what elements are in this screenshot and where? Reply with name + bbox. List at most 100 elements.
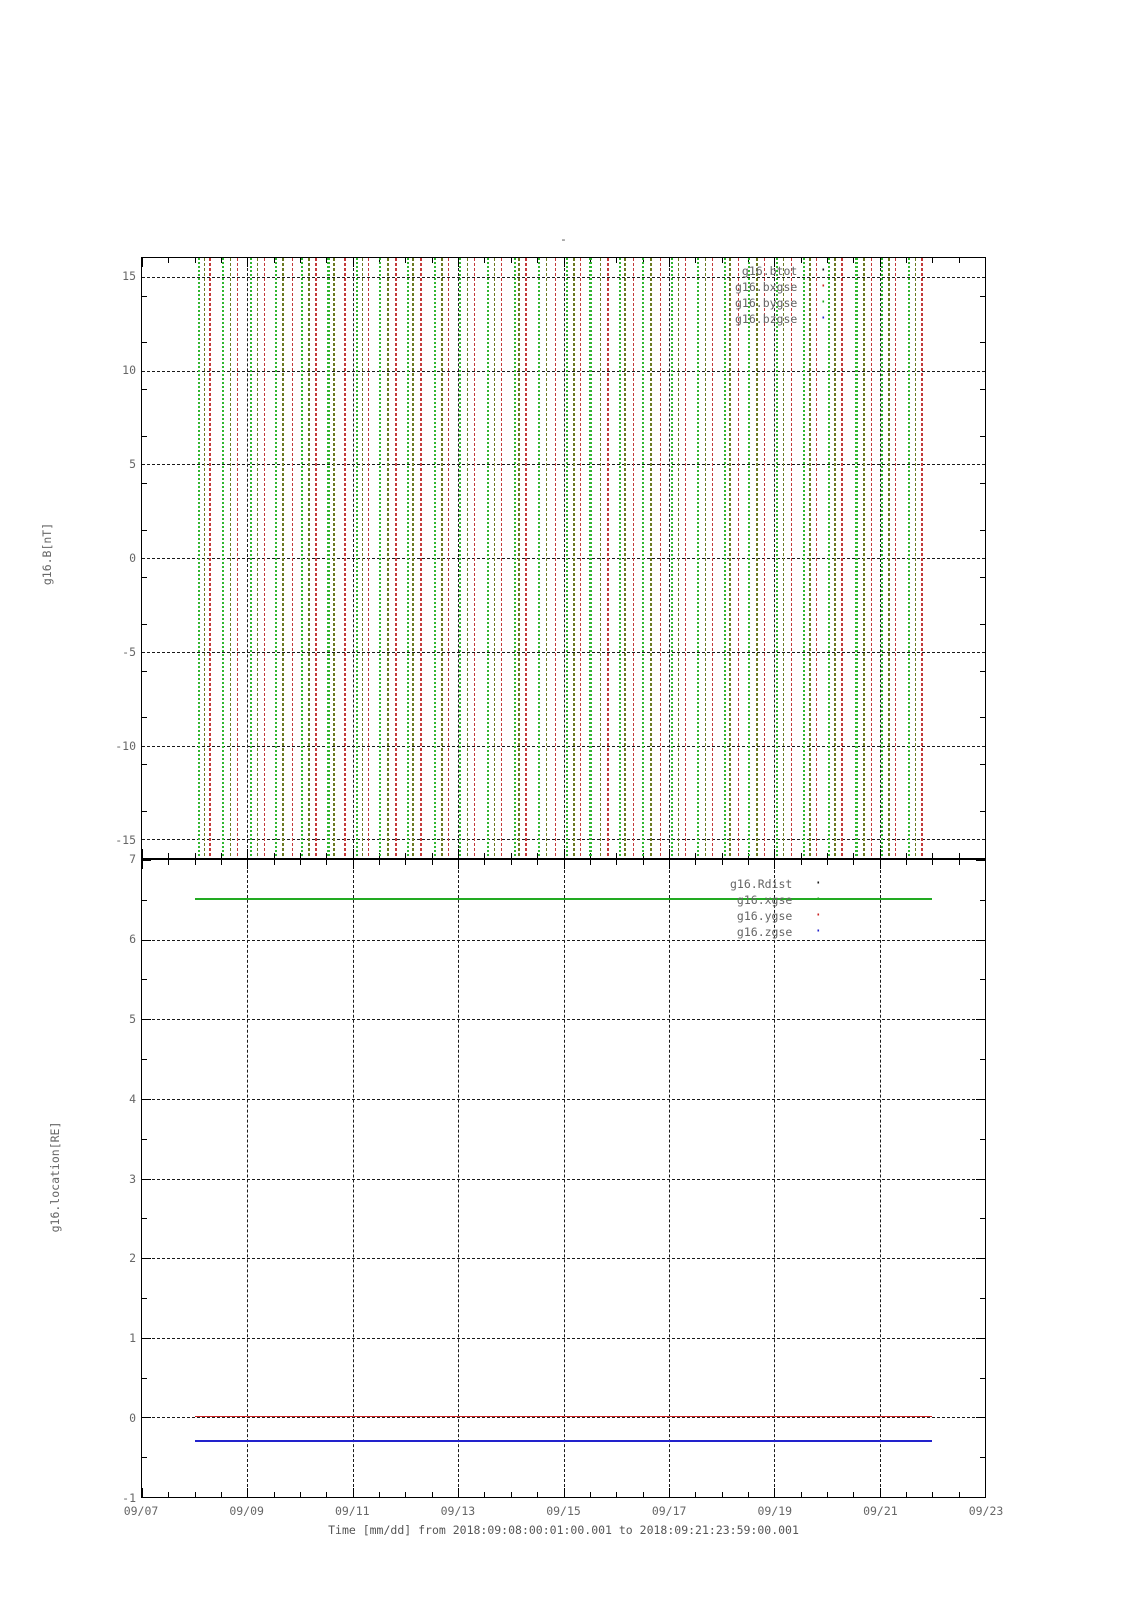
x-tick-label: 09/13: [440, 1504, 476, 1518]
y-tick-left: [142, 1377, 147, 1379]
y-tick-left: [142, 764, 147, 766]
y-tick-right: [980, 342, 985, 344]
location-plot-area: [142, 860, 985, 1497]
y-tick-left: [142, 389, 147, 391]
x-tick-bottom: [985, 1488, 986, 1497]
location-y-tick-labels: 7 6 5 4 3 2 1 0 -1: [100, 852, 136, 1505]
x-tick-top: [510, 860, 512, 865]
y-tick-label: 6: [129, 931, 136, 946]
x-tick-bottom: [484, 853, 486, 858]
x-tick-bottom: [300, 853, 302, 858]
plot-title: -: [560, 232, 567, 246]
x-tick-bottom: [563, 1488, 565, 1497]
y-tick-label: -5: [122, 645, 136, 660]
y-tick-right: [980, 1457, 985, 1459]
x-tick-bottom: [879, 849, 881, 858]
y-tick-left: [142, 899, 147, 901]
y-tick-left: [142, 1497, 151, 1498]
y-tick-right: [980, 529, 985, 531]
y-tick-left: [142, 342, 147, 344]
x-tick-bottom: [747, 1492, 749, 1497]
y-tick-left: [142, 1417, 151, 1419]
y-tick-left: [142, 670, 147, 672]
x-tick-bottom: [168, 853, 170, 858]
x-tick-top: [774, 258, 776, 267]
y-tick-label: 1: [129, 1331, 136, 1346]
x-tick-bottom: [932, 1492, 934, 1497]
gridline-horizontal: [142, 1019, 985, 1021]
gridline-horizontal: [142, 1258, 985, 1260]
field-trace: [618, 258, 621, 858]
x-tick-label: 09/19: [757, 1504, 793, 1518]
x-tick-bottom: [721, 1492, 723, 1497]
field-trace: [209, 258, 211, 858]
gridline-horizontal: [142, 464, 985, 466]
field-trace: [537, 258, 540, 858]
y-tick-left: [142, 529, 147, 531]
x-tick-top: [379, 860, 381, 865]
field-trace: [914, 258, 917, 858]
x-tick-bottom: [800, 1492, 802, 1497]
field-trace: [291, 258, 294, 858]
y-tick-right: [976, 1417, 985, 1419]
legend-entry-label: g16.Rdist: [730, 877, 793, 891]
field-trace: [659, 258, 662, 858]
field-trace: [685, 258, 687, 858]
x-tick-bottom: [616, 1492, 618, 1497]
x-tick-top: [905, 258, 907, 263]
y-tick-right: [980, 899, 985, 901]
gridline-vertical: [668, 258, 670, 858]
field-trace: [737, 258, 739, 858]
gridline-vertical: [563, 860, 565, 1497]
y-tick-right: [976, 860, 985, 861]
x-tick-bottom: [563, 849, 565, 858]
x-tick-label: 09/07: [123, 1504, 159, 1518]
x-tick-bottom: [905, 853, 907, 858]
gridline-horizontal: [142, 939, 985, 941]
x-tick-top: [932, 860, 934, 865]
y-tick-right: [980, 1297, 985, 1299]
y-tick-right: [976, 1258, 985, 1260]
y-tick-right: [980, 623, 985, 625]
field-trace: [486, 258, 489, 858]
gridline-horizontal: [142, 276, 985, 278]
x-tick-bottom: [958, 853, 960, 858]
x-tick-top: [431, 258, 433, 263]
x-tick-label: 09/21: [863, 1504, 898, 1518]
y-tick-label: 4: [129, 1091, 136, 1106]
field-trace: [525, 258, 527, 858]
field-trace: [696, 258, 699, 858]
gridline-horizontal: [142, 1098, 985, 1100]
legend-entry-label: g16.bzgse: [735, 312, 798, 326]
x-tick-label: 09/11: [334, 1504, 370, 1518]
x-tick-bottom: [695, 853, 697, 858]
y-tick-right: [976, 939, 985, 941]
gridline-horizontal: [142, 1417, 985, 1419]
magnetic-field-y-tick-labels: 15 10 5 0 -5 -10 -15: [100, 257, 136, 859]
field-trace: [650, 258, 652, 858]
x-tick-top: [142, 860, 143, 869]
field-trace: [500, 258, 502, 858]
x-tick-top: [563, 258, 565, 267]
field-trace: [236, 258, 238, 858]
y-tick-label: 2: [129, 1251, 136, 1266]
y-tick-left: [142, 436, 147, 438]
field-trace: [828, 258, 831, 858]
y-tick-left: [142, 623, 147, 625]
y-tick-right: [976, 1019, 985, 1021]
x-tick-top: [352, 258, 354, 267]
x-tick-bottom: [194, 1492, 196, 1497]
x-tick-bottom: [537, 1492, 539, 1497]
x-tick-top: [985, 860, 986, 869]
y-tick-left: [142, 979, 147, 981]
magnetic-field-plot-area: [142, 258, 985, 858]
x-tick-top: [431, 860, 433, 865]
x-tick-top: [247, 860, 249, 869]
legend-entry-label: g16.btot: [741, 264, 798, 278]
x-tick-bottom: [458, 849, 460, 858]
y-tick-right: [976, 1497, 985, 1498]
field-trace: [748, 258, 751, 858]
x-tick-bottom: [168, 1492, 170, 1497]
x-tick-label: 09/15: [546, 1504, 581, 1518]
